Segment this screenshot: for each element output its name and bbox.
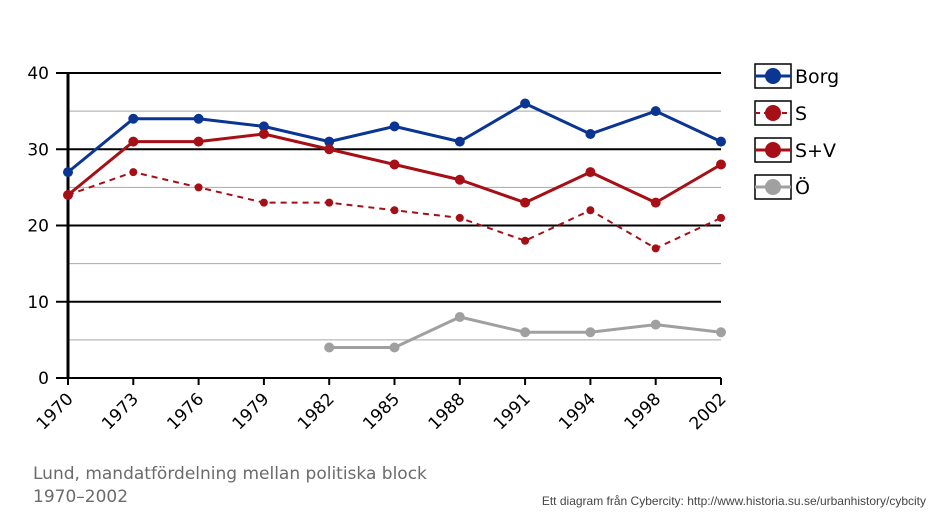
data-point-Borg: [389, 121, 400, 132]
data-point-S: [651, 244, 660, 253]
x-tick-label: 1994: [555, 389, 600, 434]
data-point-Borg: [520, 98, 531, 109]
legend-label-Ö: Ö: [795, 176, 810, 199]
legend-marker-S: [765, 105, 781, 121]
data-point-Borg: [193, 113, 204, 124]
data-point-S+V: [258, 129, 269, 139]
data-point-Borg: [454, 136, 465, 147]
data-point-S: [325, 198, 334, 207]
data-point-Borg: [128, 113, 139, 124]
data-point-Borg: [324, 136, 335, 147]
data-point-Ö: [389, 342, 400, 353]
credit-link-text[interactable]: Ett diagram från Cybercity: http://www.h…: [541, 494, 926, 508]
x-tick-label: 1982: [294, 389, 339, 434]
x-tick-label: 1998: [621, 389, 666, 434]
data-point-S: [259, 198, 268, 207]
data-point-S+V: [454, 174, 465, 185]
legend-marker-Borg: [765, 68, 781, 84]
data-point-S+V: [193, 136, 204, 147]
y-tick-label: 0: [38, 369, 49, 389]
axes: [56, 72, 722, 385]
x-tick-label: 1979: [229, 389, 274, 434]
legend-marker-S+V: [765, 142, 781, 158]
legend-label-Borg: Borg: [795, 66, 839, 88]
series-group: [63, 98, 726, 353]
data-point-S+V: [63, 190, 73, 200]
grid-lines: [68, 72, 721, 341]
data-point-S: [521, 236, 530, 245]
data-point-S+V: [716, 159, 726, 170]
data-point-Ö: [585, 327, 596, 338]
x-tick-label: 1970: [33, 389, 78, 434]
data-point-Borg: [585, 129, 596, 139]
x-tick-label: 1985: [359, 389, 404, 434]
data-point-S: [194, 183, 203, 192]
data-point-Borg: [63, 167, 73, 178]
data-point-S: [717, 213, 725, 222]
y-tick-label: 20: [27, 217, 49, 237]
chart-caption: Lund, mandatfördelning mellan politiska …: [33, 464, 427, 507]
data-point-S+V: [585, 167, 596, 178]
data-point-S+V: [650, 197, 661, 208]
data-point-Ö: [650, 319, 661, 330]
data-point-S+V: [324, 144, 335, 155]
legend-marker-Ö: [765, 179, 781, 195]
data-point-Ö: [324, 342, 335, 353]
legend: Borg S S+V Ö: [754, 63, 839, 200]
x-tick-label: 1973: [98, 389, 143, 434]
x-tick-label: 1991: [490, 389, 535, 434]
data-point-S+V: [520, 197, 531, 208]
line-chart: 0 10 20 30 40 1970 1973 1976 1979 1982 1985 1988 199…: [27, 63, 839, 434]
x-tick-label: 1988: [425, 389, 470, 434]
y-tick-label: 30: [27, 140, 49, 160]
data-point-S: [586, 206, 595, 215]
data-point-S: [390, 206, 399, 215]
data-point-Ö: [454, 312, 465, 322]
y-tick-label: 40: [27, 64, 49, 84]
data-point-Borg: [716, 136, 726, 147]
data-point-S+V: [128, 136, 139, 147]
x-tick-label: 2002: [686, 389, 731, 434]
legend-label-S: S: [795, 103, 807, 125]
data-point-Borg: [650, 106, 661, 117]
legend-label-S+V: S+V: [795, 140, 836, 162]
data-point-Ö: [716, 327, 726, 338]
y-tick-label: 10: [27, 293, 49, 313]
data-point-Ö: [520, 327, 531, 338]
data-point-S: [455, 213, 464, 222]
x-tick-label: 1976: [163, 389, 208, 434]
data-point-S+V: [389, 159, 400, 170]
data-point-S: [129, 168, 138, 177]
data-point-Borg: [258, 121, 269, 132]
